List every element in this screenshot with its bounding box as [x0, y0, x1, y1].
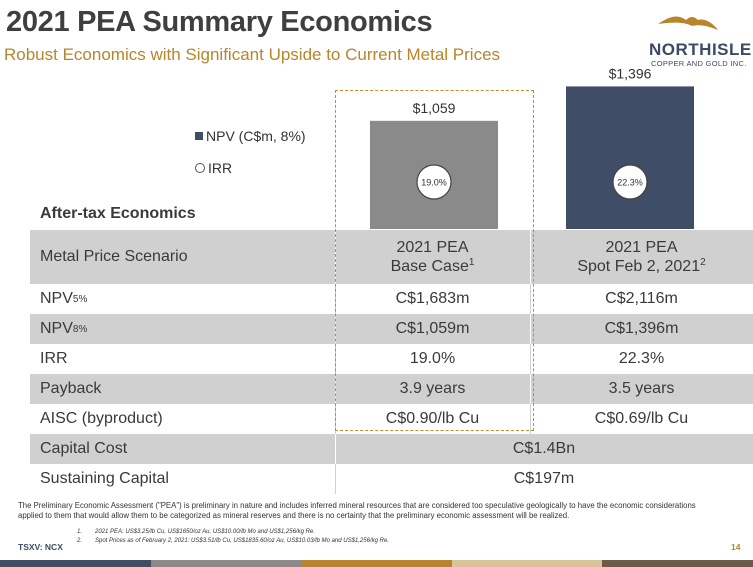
legend-npv: NPV (C$m, 8%) — [195, 128, 306, 144]
column-divider — [335, 284, 336, 314]
bottom-color-bar — [0, 560, 753, 567]
row-label: NPV 8% — [30, 314, 335, 344]
column-divider — [335, 434, 336, 464]
row-base-value: C$1,683m — [395, 290, 470, 307]
bottom-bar-segment — [602, 560, 753, 567]
column-divider — [530, 230, 531, 284]
section-title: After-tax Economics — [40, 205, 196, 222]
disclaimer-text: The Preliminary Economic Assessment ("PE… — [18, 501, 696, 520]
npv-data-label: $1,396 — [609, 65, 652, 81]
npv-bar-chart: $1,059 19.0% $1,396 22.3% — [370, 65, 694, 229]
header-spot: 2021 PEA Spot Feb 2, 20212 — [530, 230, 753, 284]
header-base-line2: Base Case — [390, 257, 469, 275]
column-divider — [335, 404, 336, 434]
row-spot-value: 3.5 years — [608, 380, 675, 397]
header-base-line2-wrap: Base Case1 — [391, 257, 475, 276]
row-label: IRR — [40, 350, 68, 367]
table-row: IRR 19.0% 22.3% — [30, 344, 753, 374]
row-span-value: C$197m — [513, 470, 575, 487]
header-spot-line2-wrap: Spot Feb 2, 20212 — [577, 257, 705, 276]
row-spot-value: 22.3% — [618, 350, 665, 367]
row-label: NPV 5% — [30, 284, 335, 314]
row-label-text: NPV — [40, 290, 73, 307]
column-divider — [335, 230, 336, 284]
footnote-ref-1: 1 — [468, 256, 475, 268]
row-label: Capital Cost — [40, 440, 128, 457]
logo-tagline: COPPER AND GOLD INC. — [651, 59, 747, 68]
table-row: NPV 8% C$1,059m C$1,396m — [30, 314, 753, 344]
irr-data-label: 19.0% — [421, 178, 447, 188]
row-label-text: NPV — [40, 320, 73, 337]
table-row: Payback 3.9 years 3.5 years — [30, 374, 753, 404]
header-base-case: 2021 PEA Base Case1 — [335, 230, 530, 284]
column-divider — [530, 344, 531, 374]
irr-circle-icon — [195, 163, 205, 173]
table-row: Capital Cost C$1.4Bn — [30, 434, 753, 464]
header-base-line1: 2021 PEA — [396, 238, 469, 256]
ticker-symbol: TSXV: NCX — [18, 542, 63, 552]
footnote-1-number: 1. — [77, 529, 83, 535]
header-spot-line2: Spot Feb 2, 2021 — [577, 257, 701, 275]
table-row: AISC (byproduct) C$0.90/lb Cu C$0.69/lb … — [30, 404, 753, 434]
bottom-bar-segment — [451, 560, 603, 567]
npv-swatch-icon — [195, 132, 203, 140]
npv-data-label: $1,059 — [413, 100, 456, 116]
row-base-value: 19.0% — [409, 350, 456, 367]
economics-table: Metal Price Scenario 2021 PEA Base Case1… — [30, 230, 753, 494]
logo-wordmark: NORTHISLE — [649, 40, 752, 59]
column-divider — [530, 404, 531, 434]
column-divider — [335, 344, 336, 374]
header-label: Metal Price Scenario — [40, 248, 188, 265]
footnote-ref-2: 2 — [700, 256, 706, 268]
table-row: NPV 5% C$1,683m C$2,116m — [30, 284, 753, 314]
footnote-2: Spot Prices as of February 2, 2021: US$3… — [95, 538, 389, 544]
legend-npv-label: NPV (C$m, 8%) — [206, 128, 306, 144]
row-label: Sustaining Capital — [40, 470, 169, 487]
page-number: 14 — [731, 542, 741, 552]
row-spot-value: C$2,116m — [605, 290, 678, 307]
bottom-bar-segment — [0, 560, 151, 567]
irr-data-label: 22.3% — [617, 178, 643, 188]
bottom-bar-segment — [301, 560, 452, 567]
header-spot-line1: 2021 PEA — [605, 238, 678, 256]
row-spot-value: C$0.69/lb Cu — [594, 410, 689, 427]
footnote-1: 2021 PEA: US$3.25/lb Cu, US$1650/oz Au, … — [95, 529, 315, 535]
footnote-2-number: 2. — [77, 538, 83, 544]
column-divider — [530, 314, 531, 344]
page-title: 2021 PEA Summary Economics — [6, 6, 433, 38]
row-label: AISC (byproduct) — [40, 410, 163, 427]
row-base-value: 3.9 years — [399, 380, 466, 397]
row-span-value: C$1.4Bn — [512, 440, 576, 457]
legend-irr: IRR — [195, 160, 232, 176]
column-divider — [335, 314, 336, 344]
column-divider — [335, 374, 336, 404]
row-base-value: C$0.90/lb Cu — [385, 410, 480, 427]
northisle-logo — [658, 16, 718, 30]
table-row: Sustaining Capital C$197m — [30, 464, 753, 494]
irr-marker — [612, 164, 648, 200]
page-subtitle: Robust Economics with Significant Upside… — [4, 45, 501, 64]
row-spot-value: C$1,396m — [604, 320, 679, 337]
row-label: Payback — [40, 380, 102, 397]
column-divider — [530, 374, 531, 404]
row-base-value: C$1,059m — [395, 320, 470, 337]
row-label-sub: 5% — [72, 293, 88, 305]
table-header-row: Metal Price Scenario 2021 PEA Base Case1… — [30, 230, 753, 284]
column-divider — [335, 464, 336, 494]
irr-marker — [416, 164, 452, 200]
npv-bar — [566, 86, 694, 229]
legend-irr-label: IRR — [208, 160, 233, 176]
row-label-sub: 8% — [72, 323, 88, 335]
bottom-bar-segment — [150, 560, 302, 567]
column-divider — [530, 284, 531, 314]
